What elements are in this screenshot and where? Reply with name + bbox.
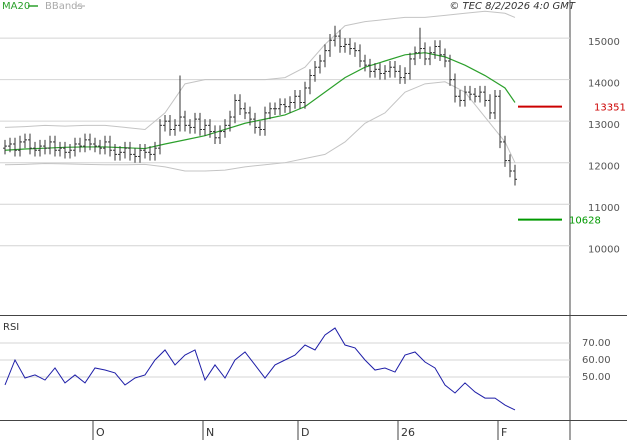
rsi-line	[4, 327, 516, 411]
y-tick-label: 12000	[588, 162, 620, 173]
x-tick-label: F	[501, 426, 507, 439]
y-tick-label: 11000	[588, 203, 620, 214]
source: © TEC 8/2/2026 4:0 GMT	[449, 1, 576, 12]
legend-ma: MA20	[2, 1, 30, 12]
y-tick-label: 70.00	[582, 338, 611, 349]
level-label: 13351	[594, 103, 626, 114]
level-label: 10628	[569, 216, 601, 227]
x-tick-label: 26	[401, 426, 415, 439]
y-tick-label: 50.00	[582, 372, 611, 383]
y-tick-label: 14000	[588, 79, 620, 90]
band-lower	[4, 81, 516, 172]
legend-bands: BBands	[45, 1, 83, 12]
band-upper	[4, 10, 516, 131]
y-tick-label: 60.00	[582, 355, 611, 366]
x-tick-label: N	[206, 426, 214, 439]
x-tick-label: O	[96, 426, 105, 439]
rsi-title: RSI	[3, 322, 19, 333]
y-tick-label: 10000	[588, 245, 620, 256]
y-tick-label: 13000	[588, 120, 620, 131]
y-tick-label: 15000	[588, 37, 620, 48]
x-tick-label: D	[301, 426, 309, 439]
